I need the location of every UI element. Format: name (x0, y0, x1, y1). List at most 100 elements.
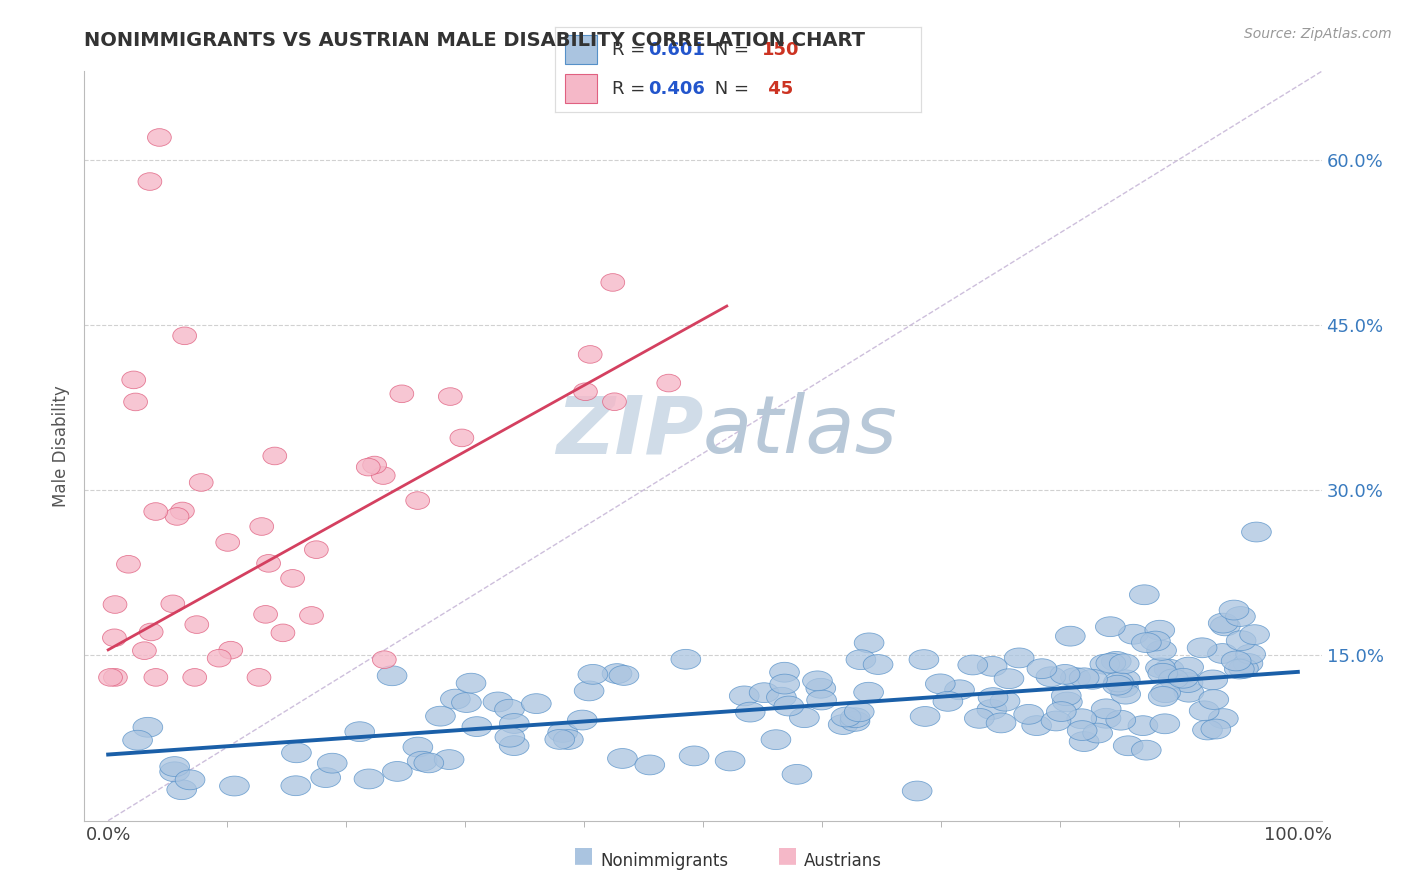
Ellipse shape (1014, 705, 1043, 724)
Ellipse shape (600, 274, 624, 292)
Ellipse shape (167, 780, 197, 799)
Ellipse shape (770, 674, 800, 694)
Ellipse shape (574, 681, 605, 701)
Ellipse shape (1226, 631, 1256, 650)
Ellipse shape (143, 669, 167, 686)
Ellipse shape (219, 776, 249, 796)
Ellipse shape (1022, 715, 1052, 736)
Ellipse shape (1070, 668, 1099, 688)
Ellipse shape (160, 756, 190, 776)
Ellipse shape (977, 699, 1007, 719)
Ellipse shape (749, 682, 779, 703)
Y-axis label: Male Disability: Male Disability (52, 385, 70, 507)
Ellipse shape (207, 649, 231, 667)
Ellipse shape (170, 502, 194, 520)
Ellipse shape (1067, 709, 1097, 729)
Ellipse shape (636, 755, 665, 775)
Ellipse shape (578, 665, 607, 684)
Ellipse shape (183, 669, 207, 686)
Text: ■: ■ (574, 846, 593, 865)
Ellipse shape (853, 682, 883, 702)
Ellipse shape (790, 707, 820, 728)
Ellipse shape (1198, 670, 1227, 690)
Ellipse shape (143, 503, 167, 520)
Ellipse shape (831, 707, 860, 727)
Ellipse shape (828, 714, 858, 734)
Ellipse shape (160, 595, 184, 613)
Ellipse shape (1053, 692, 1083, 712)
Ellipse shape (1174, 682, 1204, 702)
Ellipse shape (1026, 659, 1057, 679)
Ellipse shape (354, 769, 384, 789)
Ellipse shape (104, 669, 128, 686)
Ellipse shape (160, 762, 190, 781)
Ellipse shape (1225, 659, 1254, 679)
Ellipse shape (440, 690, 470, 709)
Ellipse shape (548, 723, 578, 742)
Ellipse shape (257, 555, 280, 572)
Ellipse shape (1208, 613, 1239, 633)
Ellipse shape (1222, 651, 1251, 671)
Ellipse shape (138, 173, 162, 190)
Ellipse shape (807, 690, 837, 710)
Ellipse shape (463, 716, 492, 737)
Ellipse shape (1211, 616, 1240, 636)
Ellipse shape (311, 768, 340, 788)
Ellipse shape (173, 327, 197, 344)
Ellipse shape (910, 706, 941, 726)
Ellipse shape (426, 706, 456, 726)
Ellipse shape (934, 691, 963, 711)
Text: N =: N = (709, 79, 749, 97)
Ellipse shape (841, 712, 870, 731)
Ellipse shape (769, 663, 800, 682)
Ellipse shape (434, 749, 464, 770)
Ellipse shape (1069, 731, 1099, 751)
Ellipse shape (190, 474, 214, 491)
Ellipse shape (1128, 715, 1157, 736)
Ellipse shape (495, 699, 524, 719)
Ellipse shape (1111, 670, 1140, 690)
Ellipse shape (184, 615, 208, 633)
Ellipse shape (1140, 632, 1170, 651)
Ellipse shape (730, 686, 759, 706)
Ellipse shape (1107, 710, 1136, 731)
Ellipse shape (1114, 736, 1143, 756)
Ellipse shape (1241, 522, 1271, 542)
Ellipse shape (1159, 669, 1188, 689)
Ellipse shape (945, 680, 974, 699)
Text: 0.406: 0.406 (648, 79, 706, 97)
Ellipse shape (1036, 667, 1066, 687)
Ellipse shape (977, 657, 1007, 676)
Ellipse shape (1189, 701, 1219, 721)
Ellipse shape (165, 508, 188, 525)
Ellipse shape (271, 624, 295, 641)
Ellipse shape (1095, 653, 1126, 673)
Ellipse shape (124, 393, 148, 410)
Ellipse shape (176, 770, 205, 789)
Ellipse shape (671, 649, 700, 669)
Ellipse shape (495, 727, 524, 747)
Ellipse shape (1149, 687, 1178, 706)
Text: R =: R = (612, 79, 651, 97)
Ellipse shape (1174, 657, 1204, 677)
Ellipse shape (139, 624, 163, 640)
Ellipse shape (1147, 640, 1177, 660)
Ellipse shape (716, 751, 745, 771)
Ellipse shape (957, 655, 987, 675)
Ellipse shape (925, 674, 955, 694)
Ellipse shape (318, 753, 347, 773)
Ellipse shape (122, 371, 146, 389)
Ellipse shape (679, 746, 709, 766)
Ellipse shape (1240, 624, 1270, 645)
Ellipse shape (1004, 648, 1033, 668)
Ellipse shape (406, 491, 430, 509)
Ellipse shape (1132, 632, 1161, 653)
Ellipse shape (117, 556, 141, 573)
Ellipse shape (215, 533, 239, 551)
Ellipse shape (371, 467, 395, 484)
Ellipse shape (450, 429, 474, 447)
Ellipse shape (1219, 600, 1249, 620)
Ellipse shape (1102, 675, 1132, 695)
Ellipse shape (1111, 684, 1140, 704)
Ellipse shape (554, 730, 583, 749)
